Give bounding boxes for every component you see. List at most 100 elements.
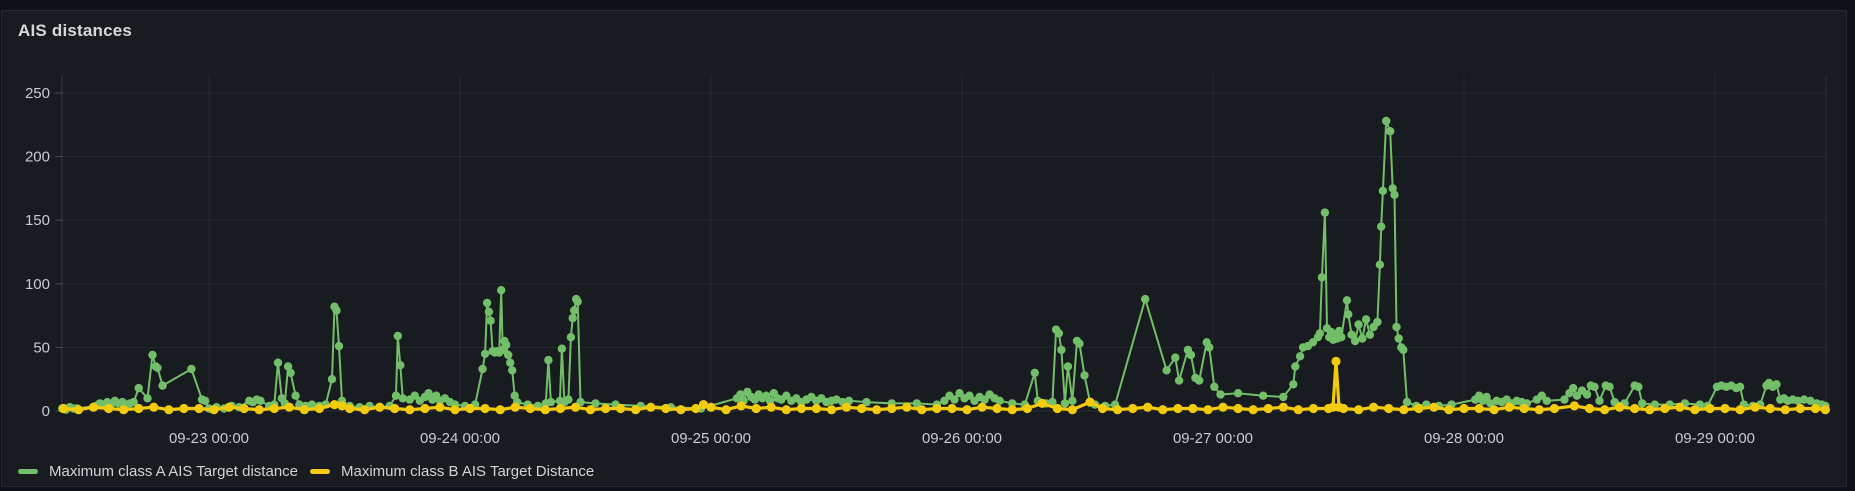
series-point-class-b[interactable] <box>932 403 942 414</box>
series-point-class-a[interactable] <box>995 396 1004 405</box>
series-point-class-a[interactable] <box>497 286 506 295</box>
series-point-class-a[interactable] <box>1080 371 1089 380</box>
series-point-class-b[interactable] <box>179 403 189 414</box>
series-point-class-a[interactable] <box>1335 326 1344 336</box>
series-point-class-a[interactable] <box>1386 127 1395 136</box>
series-point-class-b[interactable] <box>698 400 709 410</box>
series-point-class-b[interactable] <box>1263 403 1273 414</box>
series-point-class-a[interactable] <box>332 306 341 315</box>
series-point-class-a[interactable] <box>1394 334 1403 343</box>
series-point-class-b[interactable] <box>1384 403 1394 414</box>
series-point-class-a[interactable] <box>1482 392 1491 402</box>
series-point-class-b[interactable] <box>1354 405 1364 415</box>
series-point-class-a[interactable] <box>1560 395 1569 404</box>
series-point-class-a[interactable] <box>1390 190 1399 199</box>
series-point-class-a[interactable] <box>832 395 841 404</box>
series-point-class-b[interactable] <box>194 403 204 414</box>
series-point-class-b[interactable] <box>1569 401 1579 411</box>
series-point-class-b[interactable] <box>1675 402 1685 412</box>
series-point-class-b[interactable] <box>1037 398 1047 408</box>
series-point-class-b[interactable] <box>1173 403 1183 414</box>
series-point-class-a[interactable] <box>478 364 487 374</box>
series-point-class-b[interactable] <box>405 405 415 415</box>
series-point-class-a[interactable] <box>950 395 959 404</box>
series-point-class-a[interactable] <box>327 375 337 384</box>
series-point-class-a[interactable] <box>1378 186 1388 196</box>
series-point-class-a[interactable] <box>393 331 402 341</box>
legend-item-class-a[interactable]: Maximum class A AIS Target distance <box>18 463 298 480</box>
series-point-class-b[interactable] <box>1690 405 1700 415</box>
series-point-class-a[interactable] <box>1377 222 1386 231</box>
series-point-class-a[interactable] <box>1063 362 1073 371</box>
series-point-class-a[interactable] <box>283 362 293 371</box>
series-point-class-b[interactable] <box>450 405 460 415</box>
legend-item-class-b[interactable]: Maximum class B AIS Target Distance <box>310 463 594 480</box>
series-point-class-b[interactable] <box>1007 405 1017 415</box>
series-point-class-b[interactable] <box>1630 403 1640 414</box>
series-point-class-b[interactable] <box>1113 405 1123 415</box>
series-point-class-a[interactable] <box>1735 382 1745 391</box>
series-point-class-b[interactable] <box>465 403 475 414</box>
series-point-class-a[interactable] <box>1569 383 1578 393</box>
series-point-class-b[interactable] <box>691 403 701 414</box>
series-point-class-a[interactable] <box>1399 345 1408 355</box>
series-point-class-a[interactable] <box>1365 330 1375 339</box>
series-point-class-a[interactable] <box>1634 382 1643 391</box>
series-point-class-a[interactable] <box>1605 382 1614 391</box>
series-point-class-a[interactable] <box>1054 329 1064 338</box>
series-point-class-a[interactable] <box>201 396 210 405</box>
series-point-class-a[interactable] <box>1392 322 1401 332</box>
series-point-class-a[interactable] <box>506 358 515 367</box>
series-point-class-b[interactable] <box>992 403 1002 414</box>
series-point-class-b[interactable] <box>872 405 882 415</box>
series-point-class-a[interactable] <box>564 395 573 404</box>
series-point-class-b[interactable] <box>1795 403 1805 414</box>
series-point-class-a[interactable] <box>1337 333 1346 342</box>
series-point-class-b[interactable] <box>616 403 626 414</box>
panel-header[interactable]: AIS distances <box>2 11 1846 51</box>
series-point-class-b[interactable] <box>1308 403 1318 414</box>
series-point-class-a[interactable] <box>1171 353 1180 362</box>
series-point-class-a[interactable] <box>424 389 433 398</box>
series-point-class-b[interactable] <box>1143 402 1153 412</box>
series-point-class-a[interactable] <box>391 391 401 400</box>
series-point-class-b[interactable] <box>1459 403 1469 414</box>
series-point-class-b[interactable] <box>1735 405 1745 415</box>
series-point-class-b[interactable] <box>1615 402 1625 412</box>
series-point-class-a[interactable] <box>273 358 283 367</box>
series-point-class-b[interactable] <box>1720 403 1730 414</box>
series-point-class-a[interactable] <box>486 316 495 325</box>
series-point-class-a[interactable] <box>940 396 949 405</box>
series-point-class-a[interactable] <box>480 349 490 358</box>
series-point-class-a[interactable] <box>568 313 577 323</box>
series-point-class-b[interactable] <box>1504 402 1514 412</box>
series-point-class-a[interactable] <box>1354 320 1363 329</box>
series-point-class-b[interactable] <box>1810 403 1820 414</box>
series-point-class-b[interactable] <box>1248 405 1258 415</box>
series-point-class-a[interactable] <box>1008 399 1017 408</box>
series-point-class-b[interactable] <box>510 402 520 412</box>
series-point-class-b[interactable] <box>1474 403 1484 414</box>
series-point-class-a[interactable] <box>1382 116 1391 126</box>
series-point-class-a[interactable] <box>1315 329 1325 338</box>
series-point-class-a[interactable] <box>256 396 265 405</box>
series-point-class-b[interactable] <box>570 402 581 412</box>
series-point-class-b[interactable] <box>766 402 776 412</box>
series-point-class-a[interactable] <box>1350 336 1360 346</box>
series-point-class-b[interactable] <box>751 403 761 414</box>
series-point-class-b[interactable] <box>1660 403 1670 414</box>
series-point-class-b[interactable] <box>1429 402 1439 412</box>
series-point-class-a[interactable] <box>158 381 167 390</box>
series-point-class-a[interactable] <box>544 355 553 365</box>
series-point-class-a[interactable] <box>566 333 576 342</box>
series-point-class-b[interactable] <box>149 402 159 412</box>
series-point-class-b[interactable] <box>1534 405 1544 415</box>
series-point-class-b[interactable] <box>796 403 807 414</box>
series-point-class-a[interactable] <box>1291 362 1300 371</box>
series-point-class-b[interactable] <box>1645 405 1655 415</box>
series-point-class-a[interactable] <box>546 397 556 407</box>
series-point-class-b[interactable] <box>721 405 731 415</box>
series-point-class-a[interactable] <box>1289 380 1298 389</box>
series-point-class-b[interactable] <box>435 402 445 412</box>
series-point-class-b[interactable] <box>917 405 927 415</box>
